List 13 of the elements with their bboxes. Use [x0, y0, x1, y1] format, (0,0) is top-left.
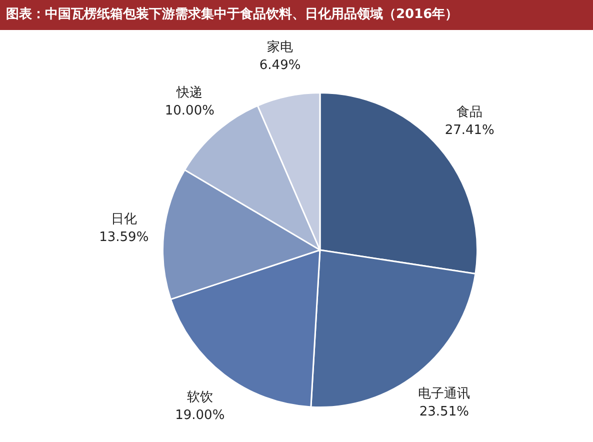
- slice-label: 软饮: [186, 390, 213, 405]
- data-label: 27.41%: [444, 122, 494, 138]
- slice-label: 电子通讯: [418, 386, 470, 402]
- slice-label: 日化: [110, 212, 137, 228]
- data-label: 19.00%: [175, 408, 225, 423]
- slice-label: 快递: [176, 85, 203, 100]
- slice-label: 家电: [267, 39, 294, 56]
- data-label: 6.49%: [259, 58, 301, 74]
- data-label: 10.00%: [164, 103, 214, 118]
- data-label: 23.51%: [419, 404, 469, 420]
- slice-label: 食品: [456, 104, 483, 120]
- chart-title: 图表：中国瓦楞纸箱包装下游需求集中于食品饮料、日化用品领域（2016年）: [0, 0, 593, 30]
- data-label: 13.59%: [99, 230, 149, 246]
